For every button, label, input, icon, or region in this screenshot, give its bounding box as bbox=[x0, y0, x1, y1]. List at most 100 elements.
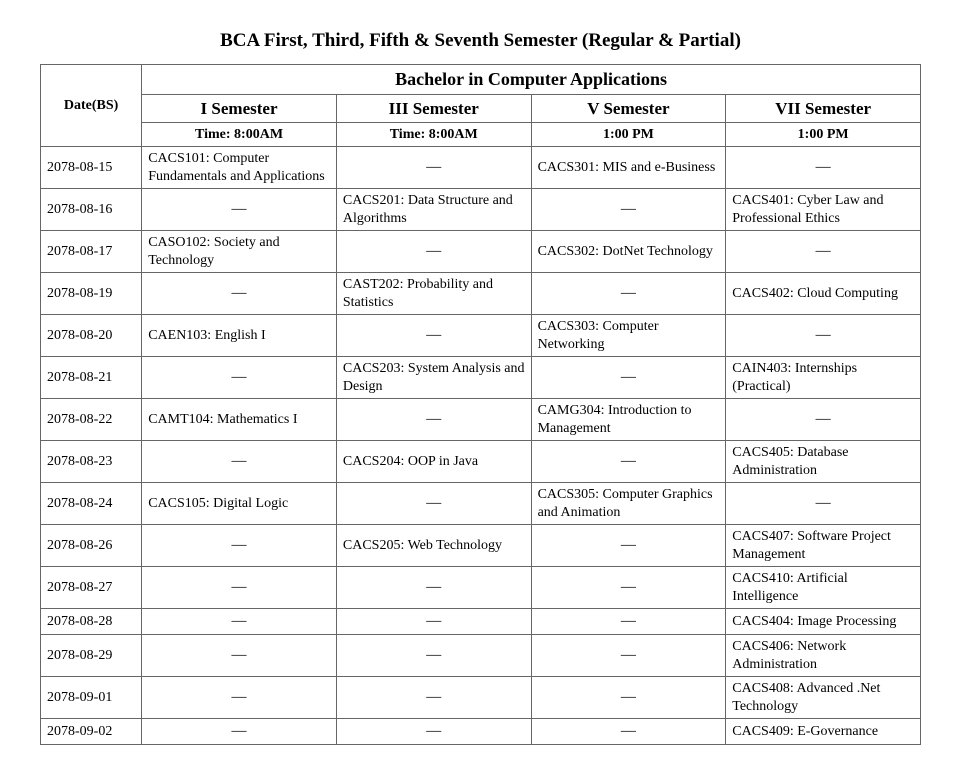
date-cell: 2078-08-20 bbox=[41, 315, 142, 357]
course-cell: CACS408: Advanced .Net Technology bbox=[726, 677, 921, 719]
empty-cell: — bbox=[142, 677, 337, 719]
course-cell: CACS405: Database Administration bbox=[726, 441, 921, 483]
empty-cell: — bbox=[336, 399, 531, 441]
empty-cell: — bbox=[142, 567, 337, 609]
table-row: 2078-08-16—CACS201: Data Structure and A… bbox=[41, 189, 921, 231]
table-row: 2078-08-28———CACS404: Image Processing bbox=[41, 609, 921, 635]
empty-cell: — bbox=[336, 635, 531, 677]
empty-cell: — bbox=[726, 483, 921, 525]
empty-cell: — bbox=[531, 719, 726, 745]
course-cell: CAIN403: Internships (Practical) bbox=[726, 357, 921, 399]
empty-cell: — bbox=[531, 273, 726, 315]
table-row: 2078-09-02———CACS409: E-Governance bbox=[41, 719, 921, 745]
empty-cell: — bbox=[142, 357, 337, 399]
course-cell: CACS203: System Analysis and Design bbox=[336, 357, 531, 399]
empty-cell: — bbox=[336, 315, 531, 357]
page-title: BCA First, Third, Fifth & Seventh Semest… bbox=[40, 30, 921, 52]
course-cell: CACS101: Computer Fundamentals and Appli… bbox=[142, 147, 337, 189]
table-row: 2078-08-27———CACS410: Artificial Intelli… bbox=[41, 567, 921, 609]
date-cell: 2078-08-15 bbox=[41, 147, 142, 189]
date-cell: 2078-08-28 bbox=[41, 609, 142, 635]
empty-cell: — bbox=[531, 635, 726, 677]
course-cell: CACS410: Artificial Intelligence bbox=[726, 567, 921, 609]
date-cell: 2078-08-21 bbox=[41, 357, 142, 399]
date-cell: 2078-08-16 bbox=[41, 189, 142, 231]
date-cell: 2078-08-24 bbox=[41, 483, 142, 525]
empty-cell: — bbox=[531, 677, 726, 719]
table-row: 2078-08-26—CACS205: Web Technology—CACS4… bbox=[41, 525, 921, 567]
empty-cell: — bbox=[142, 635, 337, 677]
sem-header-5: V Semester bbox=[531, 94, 726, 122]
course-cell: CACS301: MIS and e-Business bbox=[531, 147, 726, 189]
course-cell: CACS105: Digital Logic bbox=[142, 483, 337, 525]
empty-cell: — bbox=[142, 525, 337, 567]
table-row: 2078-08-29———CACS406: Network Administra… bbox=[41, 635, 921, 677]
table-row: 2078-09-01———CACS408: Advanced .Net Tech… bbox=[41, 677, 921, 719]
empty-cell: — bbox=[726, 399, 921, 441]
date-cell: 2078-08-17 bbox=[41, 231, 142, 273]
course-cell: CACS402: Cloud Computing bbox=[726, 273, 921, 315]
course-cell: CACS406: Network Administration bbox=[726, 635, 921, 677]
course-cell: CACS303: Computer Networking bbox=[531, 315, 726, 357]
table-row: 2078-08-23—CACS204: OOP in Java—CACS405:… bbox=[41, 441, 921, 483]
empty-cell: — bbox=[336, 231, 531, 273]
sem-header-1: I Semester bbox=[142, 94, 337, 122]
course-cell: CAMG304: Introduction to Management bbox=[531, 399, 726, 441]
course-cell: CACS404: Image Processing bbox=[726, 609, 921, 635]
time-header-1: Time: 8:00AM bbox=[142, 122, 337, 147]
empty-cell: — bbox=[531, 567, 726, 609]
schedule-table: Date(BS) Bachelor in Computer Applicatio… bbox=[40, 64, 921, 745]
empty-cell: — bbox=[336, 567, 531, 609]
empty-cell: — bbox=[336, 677, 531, 719]
empty-cell: — bbox=[531, 609, 726, 635]
date-cell: 2078-08-19 bbox=[41, 273, 142, 315]
course-cell: CACS205: Web Technology bbox=[336, 525, 531, 567]
empty-cell: — bbox=[142, 719, 337, 745]
course-cell: CACS201: Data Structure and Algorithms bbox=[336, 189, 531, 231]
course-cell: CACS305: Computer Graphics and Animation bbox=[531, 483, 726, 525]
date-cell: 2078-08-26 bbox=[41, 525, 142, 567]
table-row: 2078-08-15CACS101: Computer Fundamentals… bbox=[41, 147, 921, 189]
time-header-5: 1:00 PM bbox=[531, 122, 726, 147]
date-cell: 2078-09-02 bbox=[41, 719, 142, 745]
table-row: 2078-08-21—CACS203: System Analysis and … bbox=[41, 357, 921, 399]
course-cell: CAST202: Probability and Statistics bbox=[336, 273, 531, 315]
course-cell: CACS409: E-Governance bbox=[726, 719, 921, 745]
course-cell: CAEN103: English I bbox=[142, 315, 337, 357]
empty-cell: — bbox=[726, 231, 921, 273]
empty-cell: — bbox=[726, 315, 921, 357]
date-header: Date(BS) bbox=[41, 65, 142, 147]
date-cell: 2078-08-27 bbox=[41, 567, 142, 609]
empty-cell: — bbox=[142, 273, 337, 315]
empty-cell: — bbox=[531, 441, 726, 483]
course-cell: CACS401: Cyber Law and Professional Ethi… bbox=[726, 189, 921, 231]
empty-cell: — bbox=[531, 189, 726, 231]
time-header-3: Time: 8:00AM bbox=[336, 122, 531, 147]
empty-cell: — bbox=[726, 147, 921, 189]
empty-cell: — bbox=[336, 609, 531, 635]
course-cell: CACS407: Software Project Management bbox=[726, 525, 921, 567]
empty-cell: — bbox=[531, 525, 726, 567]
empty-cell: — bbox=[336, 147, 531, 189]
table-header: Date(BS) Bachelor in Computer Applicatio… bbox=[41, 65, 921, 147]
schedule-body: 2078-08-15CACS101: Computer Fundamentals… bbox=[41, 147, 921, 745]
empty-cell: — bbox=[336, 483, 531, 525]
empty-cell: — bbox=[531, 357, 726, 399]
table-row: 2078-08-20CAEN103: English I—CACS303: Co… bbox=[41, 315, 921, 357]
empty-cell: — bbox=[142, 609, 337, 635]
empty-cell: — bbox=[336, 719, 531, 745]
table-row: 2078-08-22CAMT104: Mathematics I—CAMG304… bbox=[41, 399, 921, 441]
table-row: 2078-08-24CACS105: Digital Logic—CACS305… bbox=[41, 483, 921, 525]
course-cell: CASO102: Society and Technology bbox=[142, 231, 337, 273]
course-cell: CAMT104: Mathematics I bbox=[142, 399, 337, 441]
date-cell: 2078-08-23 bbox=[41, 441, 142, 483]
table-row: 2078-08-19—CAST202: Probability and Stat… bbox=[41, 273, 921, 315]
date-cell: 2078-09-01 bbox=[41, 677, 142, 719]
course-cell: CACS204: OOP in Java bbox=[336, 441, 531, 483]
empty-cell: — bbox=[142, 441, 337, 483]
empty-cell: — bbox=[142, 189, 337, 231]
table-row: 2078-08-17CASO102: Society and Technolog… bbox=[41, 231, 921, 273]
time-header-7: 1:00 PM bbox=[726, 122, 921, 147]
course-cell: CACS302: DotNet Technology bbox=[531, 231, 726, 273]
sem-header-7: VII Semester bbox=[726, 94, 921, 122]
